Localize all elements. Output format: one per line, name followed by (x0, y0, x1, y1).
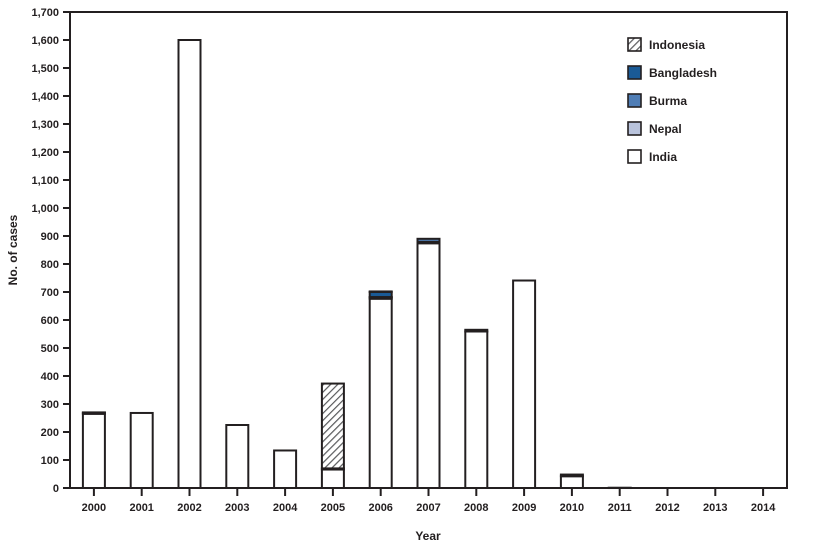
x-tick-label: 2007 (416, 502, 440, 514)
legend-label-bangladesh: Bangladesh (649, 66, 717, 80)
y-tick-label: 800 (41, 259, 59, 271)
x-tick-label: 2008 (464, 502, 488, 514)
legend-swatch-bangladesh (627, 65, 642, 80)
legend-item-india: India (627, 149, 677, 164)
bar-2010 (559, 473, 584, 489)
x-tick-label: 2013 (703, 502, 727, 514)
bar-segment-india (225, 424, 250, 489)
y-tick-label: 1,000 (31, 203, 59, 215)
bar-segment-india (416, 242, 441, 489)
x-tick-label: 2011 (608, 502, 632, 514)
bar-segment-india (320, 468, 345, 489)
bar-segment-nepal (464, 328, 489, 333)
y-tick-label: 1,300 (31, 119, 59, 131)
bar-2003 (225, 424, 250, 489)
bar-segment-indonesia (368, 290, 393, 294)
y-tick-label: 1,400 (31, 91, 59, 103)
legend-label-burma: Burma (649, 94, 687, 108)
legend-item-burma: Burma (627, 93, 687, 108)
bar-segment-indonesia (320, 382, 345, 470)
y-tick-label: 700 (41, 287, 59, 299)
bar-2000 (81, 411, 106, 489)
x-tick-label: 2009 (512, 502, 536, 514)
y-tick-label: 400 (41, 371, 59, 383)
bar-2001 (129, 411, 154, 489)
y-axis: 0 100 200 300 400 500 600 700 800 900 1,000 1,100 1,… (31, 7, 70, 495)
bar-segment-india (512, 279, 537, 489)
bar-2006 (368, 290, 393, 489)
x-tick-label: 2004 (273, 502, 298, 514)
y-tick-label: 500 (41, 343, 59, 355)
y-tick-label: 600 (41, 315, 59, 327)
legend-item-nepal: Nepal (627, 121, 682, 136)
y-tick-label: 900 (41, 231, 59, 243)
x-axis: 2000 2001 2002 2003 2004 2005 2006 2007 2008 2009… (82, 488, 776, 514)
legend-label-indonesia: Indonesia (649, 38, 705, 52)
legend: Indonesia Bangladesh Burma Nepal India (627, 37, 717, 164)
legend-swatch-burma (627, 93, 642, 108)
x-axis-title: Year (415, 529, 441, 543)
plot-frame (69, 11, 788, 489)
y-axis-title: No. of cases (6, 214, 20, 286)
bar-2005 (320, 382, 345, 489)
legend-item-bangladesh: Bangladesh (627, 65, 717, 80)
bar-2007 (416, 237, 441, 489)
bar-2004 (273, 449, 298, 490)
y-tick-label: 200 (41, 427, 59, 439)
y-tick-label: 1,700 (31, 7, 59, 19)
y-tick-label: 100 (41, 455, 59, 467)
legend-label-india: India (649, 150, 677, 164)
bar-segment-burma (416, 237, 441, 243)
bar-segment-india (81, 412, 106, 489)
y-tick-label: 0 (53, 483, 59, 495)
legend-item-indonesia: Indonesia (627, 37, 705, 52)
bar-segment-india (464, 330, 489, 490)
bars (81, 39, 632, 490)
bar-2008 (464, 328, 489, 490)
bar-2009 (512, 279, 537, 489)
bar-segment-india (273, 449, 298, 490)
bar-segment-nepal (559, 473, 584, 478)
legend-label-nepal: Nepal (649, 122, 682, 136)
y-tick-label: 1,500 (31, 63, 59, 75)
legend-swatch-india (627, 149, 642, 164)
x-tick-label: 2000 (82, 502, 106, 514)
y-tick-label: 1,200 (31, 147, 59, 159)
y-tick-label: 300 (41, 399, 59, 411)
y-tick-label: 1,100 (31, 175, 59, 187)
x-tick-label: 2005 (321, 502, 345, 514)
x-tick-label: 2003 (225, 502, 249, 514)
x-tick-label: 2010 (560, 502, 584, 514)
bar-2002 (177, 39, 202, 489)
x-tick-label: 2002 (177, 502, 201, 514)
legend-swatch-nepal (627, 121, 642, 136)
x-tick-label: 2006 (368, 502, 392, 514)
legend-swatch-indonesia (627, 37, 642, 52)
x-tick-label: 2001 (129, 502, 153, 514)
bar-segment-india (129, 411, 154, 489)
bar-segment-india (177, 39, 202, 489)
bar-segment-india (368, 297, 393, 489)
y-tick-label: 1,600 (31, 35, 59, 47)
x-tick-label: 2014 (751, 502, 776, 514)
bar-segment-india (559, 475, 584, 489)
x-tick-label: 2012 (655, 502, 679, 514)
